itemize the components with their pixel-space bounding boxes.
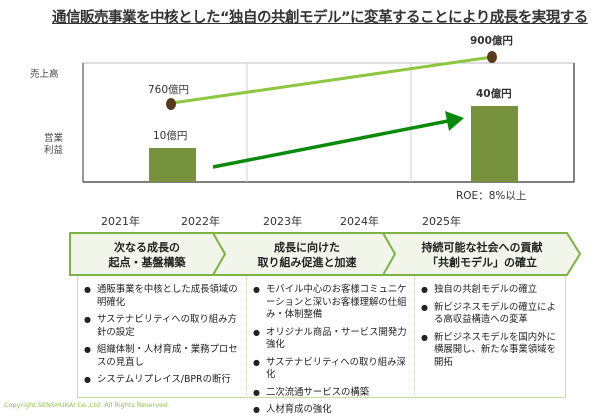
year-2021: 2021年 — [101, 215, 140, 228]
list-item: 人材育成の強化 — [253, 404, 410, 417]
list-item: サステナビリティへの取り組み深化 — [253, 357, 410, 382]
profit-bar-2021 — [149, 148, 196, 182]
list-item: オリジナル商品・サービス開発力強化 — [253, 327, 410, 352]
phase-3-title: 持続可能な社会への貢献 「共創モデル」の確立 — [398, 233, 566, 276]
list-item: 独自の共創モデルの確立 — [421, 284, 561, 297]
profit-axis-label-line1: 営業 — [44, 133, 64, 144]
roe-annotation: ROE：8%以上 — [456, 190, 527, 202]
profit-bar-2025 — [471, 106, 518, 182]
list-item: 新ビジネスモデルの確立による高収益構造への変革 — [421, 302, 561, 327]
profit-2021-label: 10億円 — [153, 130, 188, 142]
revenue-dot-2025 — [487, 51, 497, 63]
phase-3-line2: 「共創モデル」の確立 — [427, 255, 537, 269]
year-2023: 2023年 — [263, 215, 302, 228]
year-2022: 2022年 — [181, 215, 220, 228]
list-item: 二次流通サービスの構築 — [253, 387, 410, 400]
phase-3-line1: 持続可能な社会への貢献 — [421, 240, 543, 254]
phase-chevron-3 — [381, 232, 582, 276]
list-item: モバイル中心のお客様コミュニケーションと深いお客様理解の仕組み・体制整備 — [253, 284, 410, 322]
growth-chart: 売上高 営業 利益 760億円 900億円 10億円 40億円 ROE：8%以上 — [30, 35, 575, 202]
page-title: 通信販売事業を中核とした“独自の共創モデル”に変革することにより成長を実現する — [52, 10, 588, 26]
phase-2-line1: 成長に向けた — [274, 240, 340, 254]
phase-2-column: モバイル中心のお客様コミュニケーションと深いお客様理解の仕組み・体制整備 オリジ… — [247, 276, 415, 416]
phase-1-line2: 起点・基盤構築 — [108, 255, 186, 269]
timeline-chevrons — [69, 232, 582, 276]
revenue-axis-label: 売上高 — [30, 69, 59, 80]
revenue-line — [171, 55, 493, 105]
profit-axis-label-line2: 利益 — [44, 145, 64, 156]
revenue-2021-label: 760億円 — [148, 84, 190, 96]
copyright-notice: Copyright SENSHUKAI Co.,Ltd. All Rights … — [4, 401, 170, 409]
profit-2025-label: 40億円 — [476, 88, 512, 100]
phase-3-column: 独自の共創モデルの確立 新ビジネスモデルの確立による高収益構造への変革 新ビジネ… — [415, 276, 566, 398]
year-2025: 2025年 — [422, 215, 461, 228]
revenue-dot-2021 — [166, 98, 176, 110]
growth-arrow-shaft — [212, 119, 449, 169]
phase-1-line1: 次なる成長の — [114, 240, 180, 254]
list-item: 通販事業を中核とした成長領域の明確化 — [84, 284, 242, 309]
phase-2-line2: 取り組み促進と加速 — [257, 255, 357, 269]
chart-canvas — [82, 51, 575, 183]
phase-1-column: 通販事業を中核とした成長領域の明確化 サステナビリティへの取り組み方針の設定 組… — [77, 276, 247, 398]
list-item: サステナビリティへの取り組み方針の設定 — [84, 314, 242, 339]
growth-arrow-head — [445, 111, 464, 131]
list-item: システムリプレイス/BPRの断行 — [84, 374, 242, 387]
list-item: 組織体制・人材育成・業務プロセスの見直し — [84, 344, 242, 369]
phase-2-title: 成長に向けた 取り組み促進と加速 — [228, 233, 386, 276]
year-2024: 2024年 — [340, 215, 379, 228]
list-item: 新ビジネスモデルを国内外に横展開し、新たな事業領域を開拓 — [421, 332, 561, 370]
phase-1-title: 次なる成長の 起点・基盤構築 — [72, 233, 222, 276]
revenue-2025-label: 900億円 — [470, 35, 513, 47]
